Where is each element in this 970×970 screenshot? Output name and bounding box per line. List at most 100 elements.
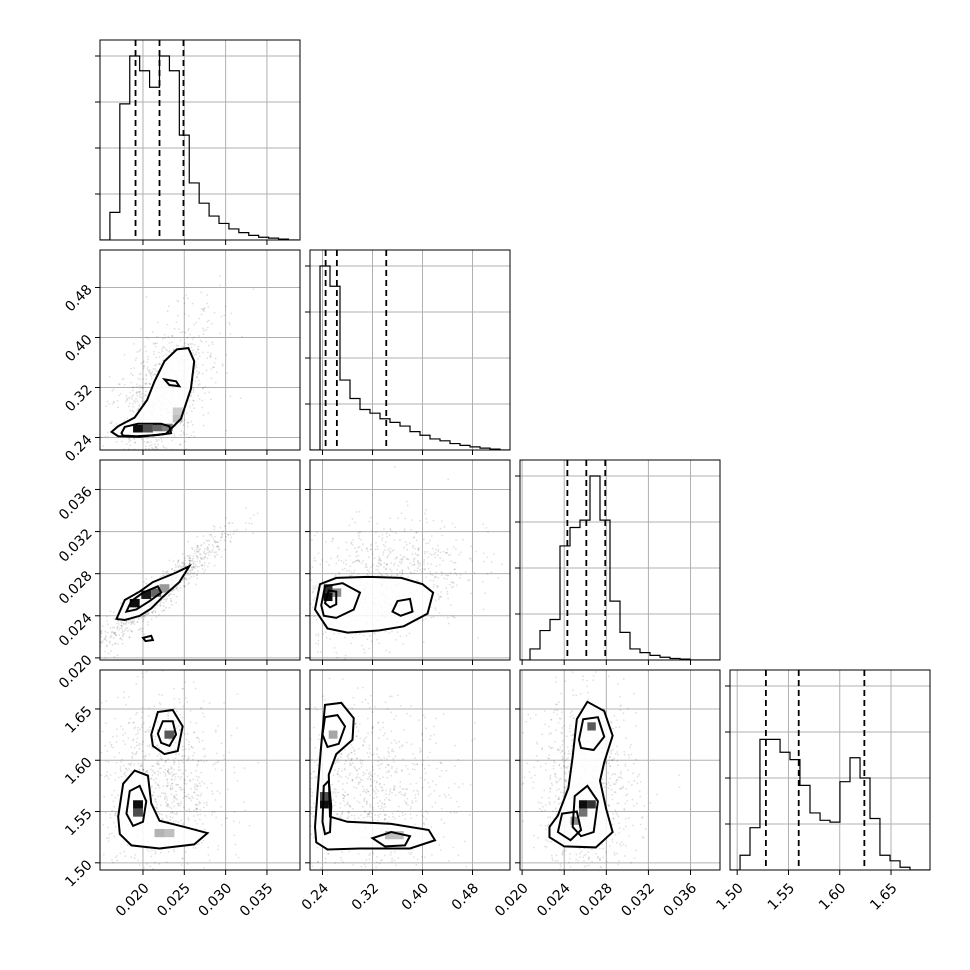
sample-point [144, 383, 147, 386]
sample-point [199, 556, 202, 559]
sample-point [132, 462, 134, 464]
sample-point [169, 784, 172, 787]
sample-point [117, 467, 119, 469]
sample-point [89, 841, 91, 843]
sample-point [418, 547, 421, 549]
sample-point [396, 631, 399, 634]
sample-point [168, 806, 171, 809]
sample-point [102, 445, 105, 447]
sample-point [254, 828, 256, 830]
sample-point [179, 443, 182, 446]
sample-point [382, 776, 384, 779]
sample-point [173, 795, 176, 798]
sample-point [173, 850, 175, 853]
sample-point [290, 635, 292, 637]
sample-point [353, 753, 356, 755]
sample-point [239, 397, 242, 400]
sample-point [378, 862, 381, 865]
sample-point [136, 675, 139, 678]
panel-plot-area [730, 670, 930, 870]
density-cell [162, 423, 173, 432]
sample-point [347, 875, 349, 877]
sample-point [161, 337, 164, 340]
sample-point [112, 735, 114, 738]
sample-point [218, 547, 221, 550]
sample-point [560, 777, 562, 780]
sample-point [344, 791, 347, 794]
sample-point [340, 812, 343, 815]
sample-point [365, 547, 368, 550]
sample-point [148, 707, 150, 710]
sample-point [393, 850, 396, 853]
sample-point [203, 755, 206, 758]
sample-point [167, 771, 169, 774]
sample-point [544, 769, 547, 771]
sample-point [399, 704, 402, 707]
sample-point [193, 567, 196, 569]
sample-point [315, 618, 318, 621]
sample-point [123, 419, 126, 422]
sample-point [193, 562, 195, 565]
sample-point [113, 631, 116, 634]
sample-point [98, 455, 100, 457]
sample-point [422, 815, 425, 818]
sample-point [104, 657, 107, 659]
sample-point [127, 405, 130, 408]
sample-point [167, 715, 170, 717]
sample-point [362, 543, 364, 546]
sample-point [588, 887, 590, 889]
sample-point [136, 383, 138, 385]
sample-point [134, 726, 136, 729]
sample-point [270, 805, 272, 807]
sample-point [385, 796, 388, 799]
sample-point [355, 769, 358, 772]
sample-point [432, 579, 435, 582]
sample-point [165, 451, 167, 453]
sample-point [340, 859, 343, 861]
contour-line [313, 575, 435, 634]
sample-point [182, 564, 185, 567]
sample-point [429, 734, 432, 737]
sample-point [373, 779, 376, 782]
sample-point [149, 383, 152, 385]
sample-point [190, 799, 193, 802]
sample-point [452, 846, 455, 849]
sample-point [136, 351, 139, 353]
sample-point [105, 700, 107, 703]
sample-point [423, 856, 426, 859]
sample-point [422, 759, 425, 762]
sample-point [115, 854, 118, 857]
sample-point [311, 566, 314, 569]
sample-point [368, 747, 371, 750]
sample-point [188, 562, 191, 565]
sample-point [191, 559, 194, 561]
sample-point [162, 574, 165, 577]
sample-point [186, 701, 189, 704]
sample-point [105, 760, 108, 763]
sample-point [355, 722, 358, 725]
sample-point [182, 565, 184, 568]
sample-point [121, 642, 124, 645]
sample-point [191, 572, 194, 575]
sample-point [203, 307, 206, 309]
sample-point [371, 765, 374, 768]
panel-0-0 [95, 39, 301, 245]
sample-point [379, 728, 382, 731]
sample-point [198, 398, 201, 400]
sample-point [84, 735, 86, 737]
sample-point [179, 714, 182, 716]
sample-point [439, 551, 442, 554]
sample-point [172, 763, 175, 766]
sample-point [400, 562, 403, 565]
sample-point [139, 395, 141, 398]
sample-point [175, 344, 178, 347]
sample-point [372, 806, 374, 809]
sample-point [341, 813, 344, 816]
sample-point [389, 551, 392, 554]
sample-point [189, 570, 192, 573]
sample-point [360, 877, 362, 879]
sample-point [390, 695, 393, 698]
sample-point [132, 739, 134, 742]
sample-point [465, 865, 468, 868]
sample-point [159, 703, 162, 706]
